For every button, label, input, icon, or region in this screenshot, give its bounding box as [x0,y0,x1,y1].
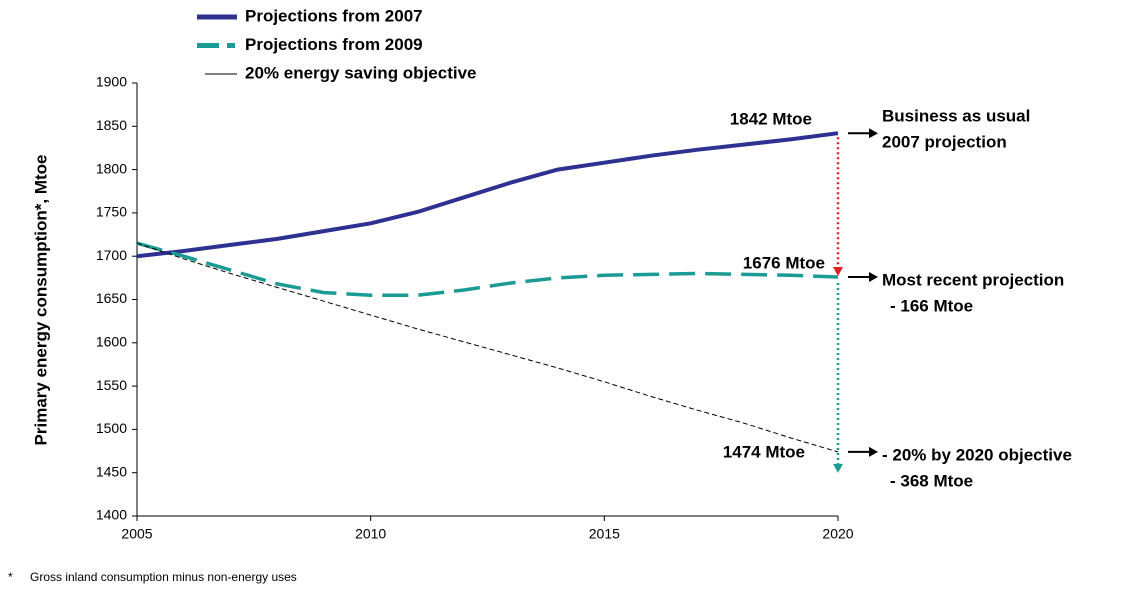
y-tick-label: 1550 [96,377,127,393]
side-note: Business as usual [882,107,1030,126]
difference-arrow-head [833,266,843,276]
y-tick-label: 1600 [96,334,127,350]
series-line [136,242,839,453]
y-axis-label: Primary energy consumption*, Mtoe [31,155,50,446]
legend-label: 20% energy saving objective [245,63,477,82]
y-tick-label: 1750 [96,204,127,220]
x-tick-label: 2015 [589,526,620,542]
side-note: Most recent projection [882,270,1064,289]
y-tick-label: 1400 [96,507,127,523]
footnote: Gross inland consumption minus non-energ… [30,570,297,584]
y-tick-label: 1450 [96,463,127,479]
legend-label: Projections from 2009 [245,35,423,54]
side-note: - 166 Mtoe [890,296,973,315]
pointer-arrow-head [869,271,878,282]
y-tick-label: 1900 [96,74,127,90]
y-tick-label: 1650 [96,290,127,306]
pointer-arrow-head [869,446,878,457]
y-tick-label: 1850 [96,117,127,133]
series-line [136,131,839,259]
difference-arrow-head [833,463,843,473]
end-label: 1676 Mtoe [743,253,825,272]
pointer-arrow-head [869,128,878,139]
x-tick-label: 2020 [822,526,853,542]
x-tick-label: 2005 [121,526,152,542]
side-note: - 368 Mtoe [890,471,973,490]
y-tick-label: 1700 [96,247,127,263]
end-label: 1842 Mtoe [730,110,812,129]
legend-label: Projections from 2007 [245,6,423,25]
side-note: 2007 projection [882,133,1007,152]
series-line [136,241,839,297]
side-note: - 20% by 2020 objective [882,445,1072,464]
x-tick-label: 2010 [355,526,386,542]
y-tick-label: 1500 [96,420,127,436]
end-label: 1474 Mtoe [723,442,805,461]
footnote-marker: * [8,570,13,584]
y-tick-label: 1800 [96,160,127,176]
